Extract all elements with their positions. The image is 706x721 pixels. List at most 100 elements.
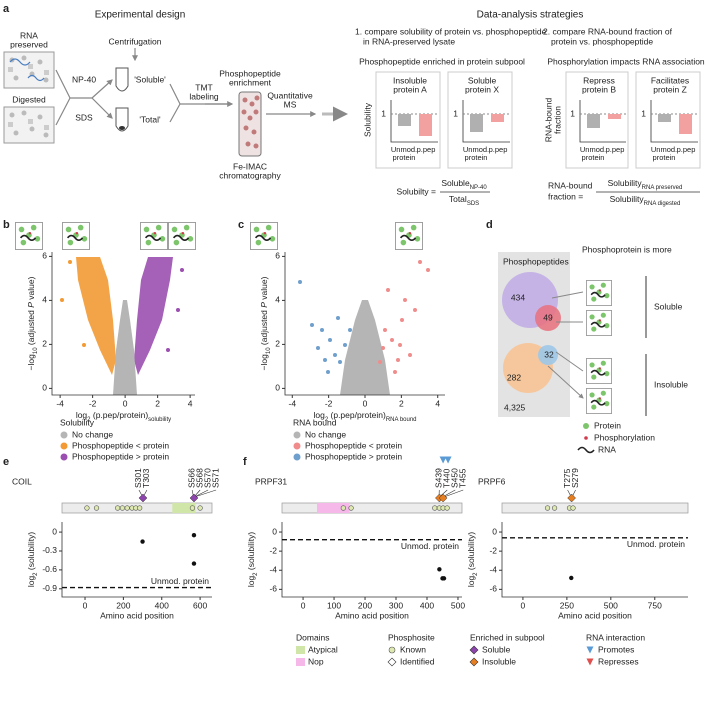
legend-label: RNA	[598, 444, 616, 454]
formula-text: fraction =	[548, 191, 583, 201]
y-tick-label: 6	[275, 251, 280, 261]
legend-title: Phosphosite	[388, 632, 435, 642]
y-axis-label: log2 (solubility)	[466, 532, 478, 587]
strategy-subtitle: Phosphorylation impacts RNA association	[547, 56, 705, 66]
x-tick-label: 500	[451, 600, 465, 610]
step-label: enrichment	[229, 77, 272, 87]
y-axis-label: RNA-bound	[543, 98, 553, 143]
box-title: protein A	[393, 84, 427, 94]
legend-symbol	[60, 431, 68, 439]
legend-title: Enriched in subpool	[470, 632, 545, 642]
x-tick-label: 400	[420, 600, 434, 610]
site-label: S439	[433, 468, 443, 488]
panel-b: b	[3, 219, 196, 395]
icon	[168, 222, 196, 250]
panel-label: e	[3, 456, 9, 468]
panel-label: f	[243, 456, 247, 468]
legend-title: RNA bound	[293, 417, 337, 427]
legend-label: Phosphorylation	[594, 432, 655, 442]
count-label: 434	[511, 292, 525, 302]
point-cloud	[134, 257, 173, 375]
y-tick-label: 0	[275, 383, 280, 393]
strategy-title: protein vs. phosphopeptide	[551, 36, 653, 46]
label-part: 2	[325, 417, 329, 423]
site-label: S566	[186, 468, 196, 488]
legend-label: Insoluble	[482, 656, 516, 666]
known-site	[348, 505, 354, 511]
legend-label: Represses	[598, 656, 639, 666]
schematic-bar	[679, 114, 692, 134]
label-part: 2	[253, 572, 259, 576]
bar-label: protein	[393, 153, 416, 162]
y-axis-label: −log10 (adjusted P value)	[259, 276, 271, 370]
known-site	[137, 505, 143, 511]
y-tick-label: -0.9	[42, 583, 57, 593]
schematic-bar	[608, 114, 621, 119]
legend-symbol	[469, 645, 479, 655]
label-part: log	[466, 576, 476, 588]
point-cloud	[340, 300, 390, 395]
label-part: log	[313, 410, 325, 420]
legend-symbol	[388, 646, 396, 654]
y-axis-label: fraction	[552, 106, 562, 134]
group-label: Insoluble	[654, 379, 688, 389]
legend-symbol	[586, 658, 594, 666]
label-part: value)	[26, 276, 36, 302]
site-label: S450	[449, 468, 459, 488]
protein-name: PRPF31	[255, 476, 287, 486]
y-tick-label: -6	[489, 584, 497, 594]
x-tick-label: 750	[648, 600, 662, 610]
schematic-chart: Soluble protein X 1 Unmod. protein p.pep	[447, 71, 513, 169]
box-title: protein X	[465, 84, 499, 94]
x-tick-label: -2	[325, 398, 333, 408]
pellet	[119, 126, 125, 130]
x-tick-label: 500	[604, 600, 618, 610]
legend-symbol	[583, 423, 589, 429]
x-tick-label: 100	[327, 600, 341, 610]
icon	[586, 388, 612, 414]
point-cloud	[76, 257, 116, 375]
column	[238, 91, 262, 157]
x-tick-label: 0	[301, 600, 306, 610]
icon	[250, 222, 278, 250]
x-tick-label: 0	[363, 398, 368, 408]
x-tick-label: 2	[155, 398, 160, 408]
enriched-site	[189, 493, 199, 503]
y-tick-label: -2	[489, 545, 497, 555]
point-cloud	[113, 300, 137, 395]
bar-label: protein	[653, 153, 676, 162]
venn-title: Phosphopeptides	[503, 256, 569, 266]
axis	[284, 252, 445, 396]
legend-symbol	[293, 453, 301, 461]
label-part: value)	[259, 276, 269, 302]
x-axis-label: Amino acid position	[100, 610, 174, 620]
step-label: MS	[284, 99, 297, 109]
site-label: S571	[210, 468, 220, 488]
legend-symbol	[293, 442, 301, 450]
schematic-chart: Facilitates protein Z 1 Unmod. protein p…	[635, 71, 701, 169]
legend-label: No change	[305, 429, 346, 439]
rna-site	[444, 456, 452, 464]
formula-part: RNA preserved	[642, 185, 683, 191]
sample-label: preserved	[10, 39, 48, 49]
schematic-bar	[658, 114, 671, 122]
known-site	[189, 505, 196, 511]
formula-text: RNA-bound	[548, 180, 593, 190]
legend-symbol	[387, 657, 397, 667]
data-point	[441, 576, 447, 581]
count-label: 49	[543, 312, 553, 322]
formula-part: SDS	[467, 201, 479, 207]
box-title: protein Z	[653, 84, 687, 94]
point-cloud	[60, 260, 86, 347]
formula-part: Solubility	[610, 194, 645, 204]
panel-label: c	[238, 219, 244, 231]
bar-label: Unmod.	[463, 145, 489, 154]
connector	[55, 69, 92, 126]
known-site	[544, 505, 551, 511]
tube	[115, 67, 129, 92]
label-part: (adjusted	[259, 308, 269, 348]
known-site	[570, 505, 576, 511]
x-axis-label: log2 (p.pep/protein)RNA bound	[313, 410, 416, 422]
legend-label: Phosphopeptide < protein	[305, 440, 402, 450]
